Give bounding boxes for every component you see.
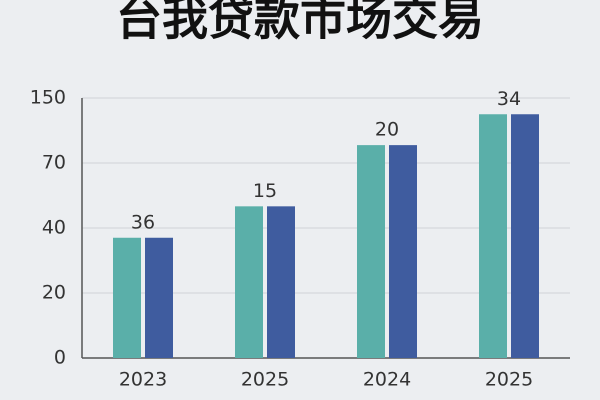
bar xyxy=(145,237,173,358)
annotation: 15 xyxy=(253,180,277,202)
bar xyxy=(235,206,263,358)
annotation: 34 xyxy=(497,88,521,110)
y-tick-label: 0 xyxy=(54,347,66,369)
chart-title: 台我贷款市场交易 xyxy=(116,0,484,46)
bar xyxy=(479,114,507,358)
x-tick-label: 2025 xyxy=(241,369,289,391)
annotation: 20 xyxy=(375,119,399,141)
annotation: 36 xyxy=(131,211,155,233)
y-tick-label: 20 xyxy=(42,282,66,304)
x-tick-label: 2024 xyxy=(363,369,411,391)
bar xyxy=(357,145,385,358)
x-tick-label: 2025 xyxy=(485,369,533,391)
y-tick-label: 70 xyxy=(42,152,66,174)
bar xyxy=(267,206,295,358)
bar xyxy=(113,237,141,358)
bar xyxy=(511,114,539,358)
y-tick-label: 150 xyxy=(30,87,66,109)
x-tick-label: 2023 xyxy=(119,369,167,391)
y-tick-label: 40 xyxy=(42,217,66,239)
bar xyxy=(389,145,417,358)
